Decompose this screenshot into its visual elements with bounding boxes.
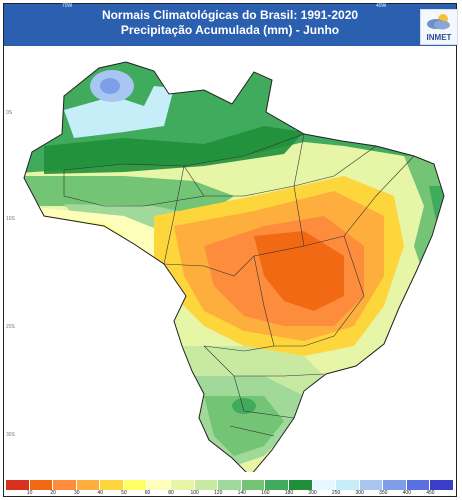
- legend-swatch: [288, 480, 313, 490]
- legend-swatch: [147, 480, 172, 490]
- legend-swatch: [53, 480, 77, 490]
- weather-cloud-icon: [427, 14, 450, 30]
- legend-labels: 10 20 30 40 50 60 80 100 120 140 160 180 200 250 300 35…: [6, 490, 454, 497]
- legend-swatch: [406, 480, 431, 490]
- legend-swatch: [241, 480, 266, 490]
- legend-swatch: [218, 480, 242, 490]
- longitude-tick-70w: 70W: [62, 3, 73, 9]
- latitude-label-10: 10S: [6, 216, 15, 222]
- legend-label: 160: [261, 490, 270, 496]
- legend-swatch: [100, 480, 124, 490]
- map-area: 0S 10S 20S 30S: [4, 46, 456, 477]
- legend-label: 180: [284, 490, 294, 496]
- longitude-tick-40w: 40W: [376, 3, 387, 9]
- legend-label: 10: [26, 490, 33, 496]
- legend-swatch: [123, 480, 148, 490]
- legend-swatch: [76, 480, 101, 490]
- legend-swatch: [336, 480, 360, 490]
- inmet-logo: INMET: [420, 9, 458, 45]
- precipitation-field: [24, 62, 444, 476]
- legend-label: 50: [121, 490, 127, 496]
- legend-label: 30: [73, 490, 80, 496]
- legend-label: 80: [168, 490, 174, 496]
- legend-label: 300: [355, 490, 364, 496]
- latitude-label-0: 0S: [6, 110, 13, 116]
- legend-label: 400: [402, 490, 411, 496]
- legend-label: 100: [190, 490, 199, 496]
- legend-label: 350: [379, 490, 388, 496]
- logo-text: INMET: [426, 33, 452, 42]
- legend-swatch: [6, 480, 30, 490]
- map-subtitle: Precipitação Acumulada (mm) - Junho: [120, 23, 340, 37]
- legend-label: 200: [308, 490, 317, 496]
- legend-swatch: [312, 480, 337, 490]
- precipitation-legend: [6, 480, 454, 490]
- legend-label: 40: [97, 490, 104, 496]
- header-bar: 70W 40W Normais Climatológicas do Brasil…: [4, 3, 458, 46]
- latitude-label-20: 20S: [6, 324, 15, 330]
- latitude-label-30: 30S: [6, 432, 15, 438]
- legend-label: 60: [144, 490, 151, 496]
- legend-swatch: [265, 480, 289, 490]
- legend-swatch: [171, 480, 195, 490]
- legend-label: 450: [426, 490, 435, 496]
- legend-swatch: [29, 480, 54, 490]
- brazil-precipitation-map: [23, 61, 445, 477]
- legend-label: 20: [50, 490, 56, 496]
- legend-label: 140: [237, 490, 246, 496]
- legend-swatch: [194, 480, 219, 490]
- legend-swatch: [430, 480, 454, 490]
- legend-label: 250: [331, 490, 341, 496]
- legend-swatch: [359, 480, 384, 490]
- legend-label: 120: [214, 490, 223, 496]
- map-title: Normais Climatológicas do Brasil: 1991-2…: [101, 8, 359, 22]
- legend-swatch: [383, 480, 407, 490]
